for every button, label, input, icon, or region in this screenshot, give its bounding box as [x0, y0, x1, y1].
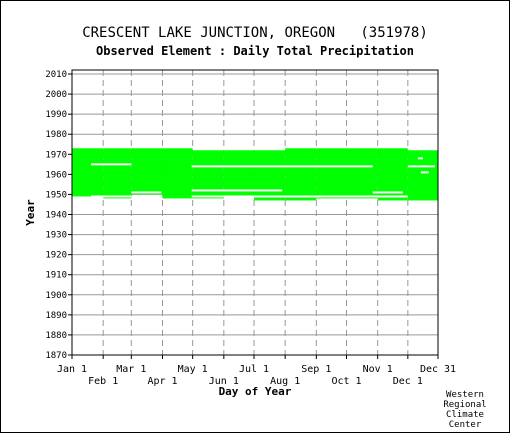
x-tick-label: Dec 1 — [393, 376, 423, 387]
x-tick-label: Mar 1 — [116, 364, 146, 375]
data-band — [253, 150, 286, 201]
x-axis-title: Day of Year — [219, 385, 292, 398]
y-tick-label: 1990 — [45, 110, 67, 120]
x-tick-label: Sep 1 — [301, 364, 331, 375]
chart-title: CRESCENT LAKE JUNCTION, OREGON (351978) — [82, 25, 428, 41]
y-tick-label: 1880 — [45, 331, 67, 341]
missing-data-gap — [191, 165, 273, 168]
y-axis-title: Year — [24, 199, 37, 226]
missing-data-gap — [191, 189, 283, 192]
data-band — [72, 148, 104, 197]
data-band — [285, 148, 317, 201]
x-tick-label: Aug 1 — [270, 376, 300, 387]
missing-data-gap — [272, 165, 373, 168]
credit-line: Western — [446, 390, 484, 400]
x-tick-label: Apr 1 — [147, 376, 177, 387]
data-band — [223, 150, 254, 197]
x-tick-label: Jun 1 — [209, 376, 239, 387]
y-tick-label: 1890 — [45, 311, 67, 321]
chart-subtitle: Observed Element : Daily Total Precipita… — [96, 44, 414, 58]
data-band — [407, 150, 438, 201]
credit-line: Climate — [446, 410, 484, 420]
y-tick-label: 2000 — [45, 90, 67, 100]
y-tick-label: 1970 — [45, 150, 67, 160]
x-tick-label: Nov 1 — [363, 364, 393, 375]
missing-data-gap — [327, 195, 408, 198]
data-band — [316, 148, 347, 199]
missing-data-gap — [191, 195, 328, 198]
x-tick-label: Jan 1 — [57, 364, 87, 375]
x-tick-label: May 1 — [178, 364, 208, 375]
credit-line: Center — [448, 420, 482, 430]
x-tick-label: Jul 1 — [239, 364, 269, 375]
data-band — [162, 148, 193, 199]
data-band — [131, 148, 163, 195]
missing-data-gap — [372, 191, 403, 194]
wrcc-credit: Western Regional Climate Center — [435, 390, 495, 430]
x-tick-label: Dec 31 — [420, 364, 456, 375]
credit-line: Regional — [443, 400, 487, 410]
y-tick-label: 1910 — [45, 271, 67, 281]
data-band — [346, 148, 378, 199]
missing-data-gap — [91, 163, 132, 166]
y-tick-label: 1950 — [45, 190, 67, 200]
y-tick-label: 1920 — [45, 251, 67, 261]
data-band — [103, 148, 132, 199]
x-tick-label: Oct 1 — [331, 376, 361, 387]
y-tick-label: 1960 — [45, 170, 67, 180]
plot-border — [71, 69, 439, 356]
y-tick-label: 1900 — [45, 291, 67, 301]
x-tick-label: Feb 1 — [88, 376, 118, 387]
missing-data-gap — [131, 191, 162, 194]
y-tick-label: 1980 — [45, 130, 67, 140]
y-tick-label: 2010 — [45, 70, 67, 80]
missing-data-gap — [91, 195, 132, 198]
y-tick-label: 1930 — [45, 231, 67, 241]
missing-data-gap — [417, 157, 423, 160]
missing-data-gap — [407, 165, 435, 168]
y-tick-label: 1940 — [45, 211, 67, 221]
y-tick-label: 1870 — [45, 351, 67, 361]
missing-data-gap — [420, 171, 429, 174]
